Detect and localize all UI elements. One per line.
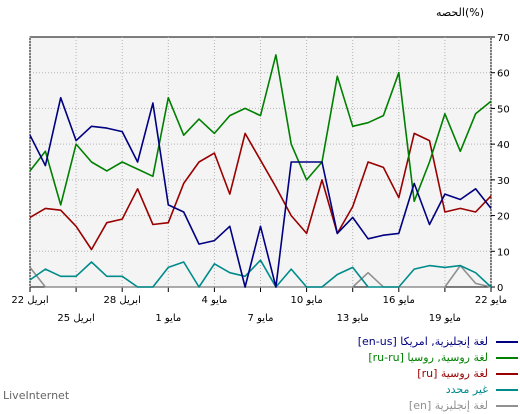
legend-label: لغة إنجليزية, امريكا [en-us] [357,335,488,348]
y-axis-label: الحصه(%) [436,6,484,19]
legend-swatch [496,341,518,343]
legend-item: لغة إنجليزية, امريكا [en-us] [318,334,518,350]
legend-item: غير محدد [318,382,518,398]
legend-swatch [496,373,518,375]
x-tick-label: 10 مايو [290,295,322,306]
x-tick-label: 22 مايو [475,295,507,306]
y-tick-label: 60 [497,69,510,80]
x-tick-label: 1 مايو [155,313,181,324]
x-tick-label: 4 مايو [201,295,227,306]
series-line-0 [29,96,492,288]
legend-label: لغة روسية, روسيا [ru-ru] [368,351,488,364]
legend-label: لغة روسية [ru] [417,367,488,380]
legend-label: غير محدد [445,383,488,396]
y-tick-label: 50 [497,104,510,115]
legend-item: لغة روسية, روسيا [ru-ru] [318,350,518,366]
x-tick-label: 16 مايو [383,295,415,306]
y-tick-label: 10 [497,247,510,258]
x-tick-label: 22 ابريل [11,295,48,306]
y-tick-label: 40 [497,140,510,151]
series-line-3 [29,259,492,288]
plot-area [29,36,492,288]
y-tick-label: 0 [497,283,503,294]
x-tick-label: 7 مايو [248,313,274,324]
legend-label: لغة إنجليزية [en] [408,399,488,412]
legend-item: لغة روسية [ru] [318,366,518,382]
x-axis-ticks: 22 مايو 19 مايو 16 مايو 13 مايو 10 مايو 7 ماي… [11,287,507,324]
footer-brand: LiveInternet [3,389,70,402]
legend-swatch [496,389,518,391]
line-chart: 0 10 20 30 40 50 60 70 22 مايو 19 مايو 16 مايو 13 … [11,6,510,324]
series-line-1 [29,54,492,206]
y-tick-label: 20 [497,212,510,223]
y-tick-label: 70 [497,33,510,44]
series-lines [29,54,492,288]
x-tick-label: 13 مايو [337,313,369,324]
legend: لغة إنجليزية, امريكا [en-us] لغة روسية, ر… [318,334,518,414]
series-line-2 [29,132,492,251]
y-axis-ticks: 0 10 20 30 40 50 60 70 [491,33,510,294]
x-tick-label: 19 مايو [429,313,461,324]
legend-swatch [496,357,518,359]
grid [29,37,492,287]
legend-item: لغة إنجليزية [en] [318,398,518,414]
legend-swatch [496,405,518,407]
x-tick-label: 25 ابريل [57,313,94,324]
y-tick-label: 30 [497,176,510,187]
x-tick-label: 28 ابريل [104,295,141,306]
series-line-4 [29,264,492,288]
